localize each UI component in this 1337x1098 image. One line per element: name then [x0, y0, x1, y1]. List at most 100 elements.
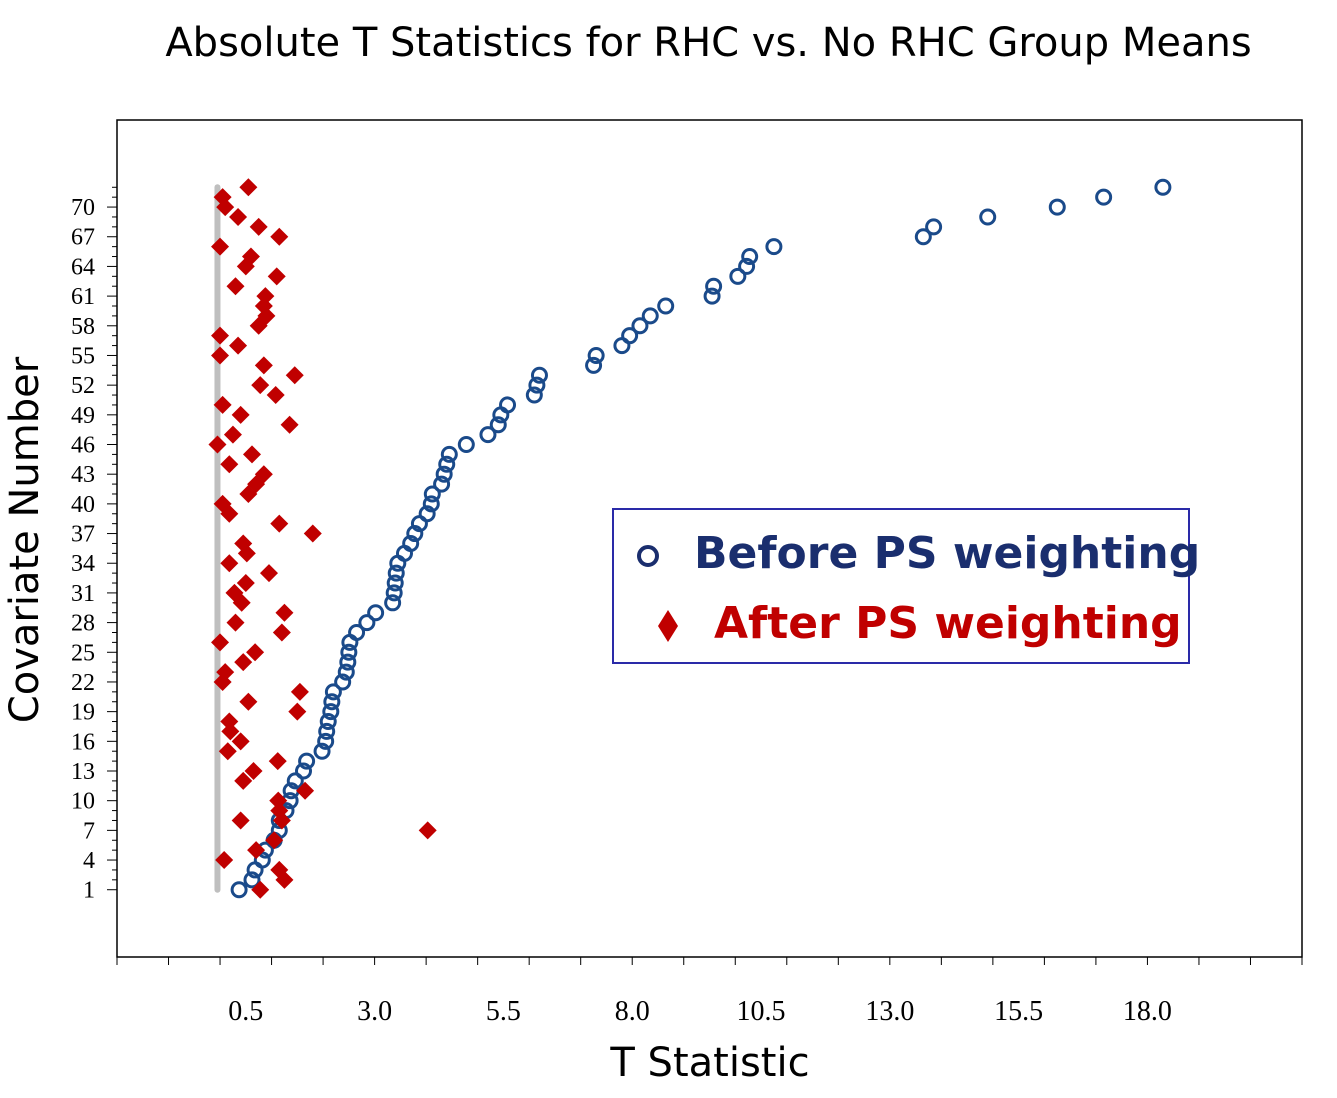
- before-point: [230, 881, 248, 899]
- before-point: [334, 673, 352, 691]
- x-tick-label: 8.0: [615, 996, 650, 1027]
- before-point: [386, 574, 404, 592]
- diamond-marker-icon: [654, 598, 714, 649]
- y-axis: 1 4 7 10 13 16 19 22 25 28 31 34 37 40 43 46 49 52 55 58 61 6…: [71, 186, 117, 904]
- after-point: [267, 267, 286, 286]
- before-point: [528, 376, 546, 394]
- before-point: [322, 703, 340, 721]
- y-tick-label: 19: [71, 700, 95, 726]
- after-point: [418, 821, 437, 840]
- after-point: [280, 415, 299, 434]
- after-point: [285, 366, 304, 385]
- y-tick-label: 37: [71, 522, 95, 548]
- before-point: [367, 604, 385, 622]
- after-point: [241, 247, 260, 266]
- y-tick-label: 70: [71, 195, 95, 221]
- after-point: [225, 583, 244, 602]
- after-point: [211, 237, 230, 256]
- before-point: [631, 317, 649, 335]
- before-point: [313, 742, 331, 760]
- before-point: [499, 396, 517, 414]
- before-point: [525, 386, 543, 404]
- y-tick-label: 46: [71, 433, 95, 459]
- y-tick-label: 55: [71, 343, 95, 369]
- after-point: [231, 811, 250, 830]
- y-tick-label: 10: [71, 789, 95, 815]
- before-point: [406, 525, 424, 543]
- y-tick-label: 13: [71, 759, 95, 785]
- after-point: [226, 613, 245, 632]
- before-point: [587, 346, 605, 364]
- before-point: [348, 623, 366, 641]
- circle-marker-icon: [634, 528, 694, 579]
- y-tick-label: 67: [71, 225, 95, 251]
- before-point: [765, 238, 783, 256]
- y-tick-label: 61: [71, 284, 95, 310]
- after-point: [211, 326, 230, 345]
- before-point: [1095, 188, 1113, 206]
- after-point: [226, 277, 245, 296]
- before-point: [402, 534, 420, 552]
- y-tick-label: 4: [83, 848, 95, 874]
- y-tick-label: 43: [71, 462, 95, 488]
- before-point: [422, 495, 440, 513]
- before-point: [340, 643, 358, 661]
- before-point: [387, 564, 405, 582]
- before-point: [319, 713, 337, 731]
- before-point: [438, 455, 456, 473]
- before-point: [423, 485, 441, 503]
- before-point: [337, 663, 355, 681]
- before-point: [530, 366, 548, 384]
- after-point: [249, 217, 268, 236]
- before-point: [741, 248, 759, 266]
- after-point: [246, 643, 265, 662]
- before-point: [253, 851, 271, 869]
- after-point: [229, 336, 248, 355]
- x-tick-label: 0.5: [228, 996, 263, 1027]
- before-point: [979, 208, 997, 226]
- after-point: [216, 663, 235, 682]
- after-point: [234, 771, 253, 790]
- after-point: [256, 287, 275, 306]
- y-tick-label: 1: [83, 878, 95, 904]
- y-axis-title: Covariate Number: [2, 356, 48, 723]
- after-point: [254, 465, 273, 484]
- x-tick-label: 3.0: [357, 996, 392, 1027]
- after-point: [218, 742, 237, 761]
- before-point: [435, 465, 453, 483]
- y-tick-label: 58: [71, 314, 95, 340]
- after-point: [213, 395, 232, 414]
- before-point: [323, 693, 341, 711]
- legend: Before PS weighting After PS weighting: [612, 508, 1200, 664]
- before-point: [703, 287, 721, 305]
- x-tick-label: 15.5: [994, 996, 1043, 1027]
- before-point: [585, 356, 603, 374]
- after-point: [239, 692, 258, 711]
- after-point: [234, 653, 253, 672]
- after-point: [265, 831, 284, 850]
- before-point: [729, 267, 747, 285]
- before-point: [385, 584, 403, 602]
- before-point: [657, 297, 675, 315]
- after-point: [211, 633, 230, 652]
- after-point: [220, 712, 239, 731]
- before-point: [418, 505, 436, 523]
- after-point: [231, 732, 250, 751]
- before-point: [457, 436, 475, 454]
- before-point: [433, 475, 451, 493]
- before-point: [358, 614, 376, 632]
- before-point: [286, 772, 304, 790]
- y-tick-label: 16: [71, 729, 95, 755]
- series-after: [208, 178, 437, 899]
- after-point: [290, 682, 309, 701]
- before-point: [621, 327, 639, 345]
- after-point: [296, 781, 315, 800]
- after-point: [270, 860, 289, 879]
- before-point: [738, 257, 756, 275]
- after-point: [239, 178, 258, 197]
- after-point: [269, 791, 288, 810]
- before-point: [243, 871, 261, 889]
- after-point: [288, 702, 307, 721]
- before-point: [1154, 178, 1172, 196]
- before-point: [1048, 198, 1066, 216]
